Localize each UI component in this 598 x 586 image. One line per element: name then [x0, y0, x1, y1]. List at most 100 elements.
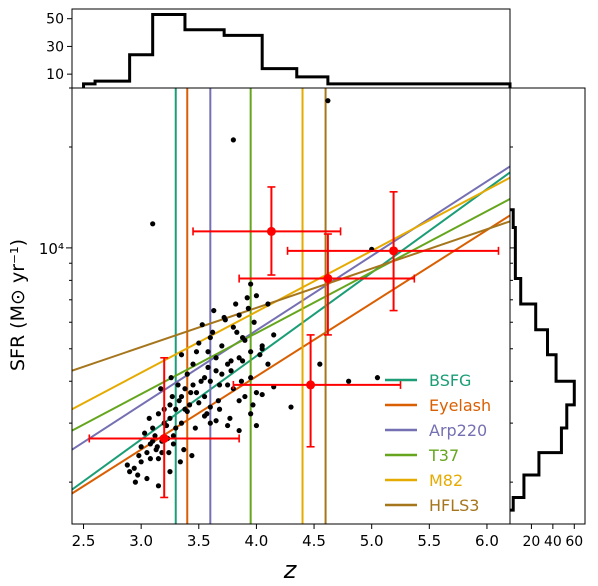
scatter-point: [248, 375, 254, 381]
scatter-point: [228, 368, 234, 374]
scatter-point: [158, 386, 164, 392]
scatter-point: [222, 317, 228, 323]
ref-track-arp220: [72, 165, 510, 451]
scatter-point: [248, 411, 254, 417]
scatter-point: [146, 415, 152, 421]
scatter-point: [166, 449, 172, 456]
scatter-point: [190, 361, 196, 367]
top-histogram: 10 30 50: [46, 8, 512, 89]
scatter-point: [132, 479, 138, 485]
scatter-point: [230, 324, 236, 330]
scatter-point: [225, 361, 231, 367]
scatter-point: [216, 406, 223, 412]
measurement-point: [389, 246, 399, 256]
scatter-point: [144, 449, 150, 456]
scatter-point: [259, 391, 265, 398]
scatter-point: [236, 427, 242, 434]
top-hist-tick-label: 30: [46, 39, 64, 55]
scatter-point: [239, 358, 246, 364]
scatter-point: [152, 433, 158, 439]
scatter-point: [201, 375, 208, 381]
scatter-point: [150, 438, 156, 444]
scatter-point: [205, 349, 211, 355]
scatter-point: [196, 400, 202, 406]
scatter-point: [178, 420, 185, 426]
scatter-point: [198, 378, 204, 384]
scatter-point: [253, 293, 260, 299]
measurement-point: [306, 380, 316, 390]
scatter-point: [257, 352, 263, 358]
scatter-point: [169, 393, 175, 400]
ref-track-bsfg: [72, 171, 510, 491]
y-axis-label: SFR (M⊙ yr⁻¹): [7, 239, 29, 371]
scatter-point: [196, 340, 202, 346]
right-hist-tick-label: 60: [565, 534, 583, 550]
scatter-point: [173, 425, 179, 431]
legend-label-eyelash: Eyelash: [429, 396, 491, 415]
right-hist-tick-label: 40: [544, 534, 562, 550]
scatter-point: [167, 415, 173, 421]
scatter-point: [211, 307, 217, 314]
legend-label-arp220: Arp220: [429, 421, 487, 440]
scatter-point: [178, 393, 185, 400]
scatter-point: [131, 465, 137, 471]
scatter-point: [259, 343, 265, 349]
scatter-point: [250, 402, 256, 408]
scatter-point: [239, 334, 246, 341]
scatter-point: [216, 382, 223, 388]
scatter-point: [207, 404, 213, 410]
measurement-point: [266, 226, 276, 236]
scatter-point: [168, 375, 174, 381]
x-tick-label: 3.5: [187, 532, 211, 550]
top-hist-tick-label: 50: [46, 12, 64, 28]
scatter-point: [288, 404, 294, 410]
x-tick-label: 5.0: [360, 532, 384, 550]
scatter-point: [173, 406, 179, 412]
top-hist-steps: [82, 13, 512, 88]
x-tick-label: 3.0: [129, 532, 153, 550]
scatter-point: [225, 382, 231, 388]
scatter-point: [325, 98, 331, 104]
reference-lines: [72, 88, 510, 524]
scatter-point: [219, 343, 225, 349]
scatter-point: [193, 389, 200, 396]
scatter-point: [138, 459, 144, 465]
scatter-point: [207, 334, 213, 341]
x-tick-label: 4.0: [244, 532, 268, 550]
x-tick-label: 4.5: [302, 532, 326, 550]
scatter-point: [144, 475, 150, 482]
x-tick-label: 6.0: [475, 532, 499, 550]
measurement-error-bars: [88, 186, 500, 499]
scatter-point: [205, 364, 211, 370]
right-hist-tick-label: 20: [523, 534, 541, 550]
y-tick-label: 10⁴: [39, 240, 64, 258]
axes: 2.5 3.0 3.5 4.0 4.5 5.0 5.5 6.0 10⁴: [39, 87, 516, 550]
legend: BSFG Eyelash Arp220 T37 M82 HFLS3: [385, 371, 491, 515]
scatter-point: [244, 295, 250, 301]
scatter-point: [178, 352, 185, 358]
measurement: [192, 186, 342, 276]
legend-label-t37: T37: [428, 446, 459, 465]
scatter-point: [150, 221, 156, 227]
scatter-point: [219, 371, 225, 377]
scatter-point: [138, 444, 144, 450]
measurement-point: [159, 433, 169, 443]
scatter-point: [201, 413, 208, 419]
scatter-point: [207, 378, 213, 384]
scatter-point: [175, 382, 181, 388]
scatter-point: [147, 456, 153, 462]
right-hist-frame: [509, 87, 586, 525]
scatter-point: [127, 469, 133, 475]
scatter-point: [181, 447, 187, 453]
scatter-point: [265, 361, 271, 367]
scatter-point: [188, 389, 194, 396]
scatter-point: [159, 449, 165, 456]
scatter-point: [155, 411, 162, 417]
scatter-point: [227, 415, 233, 421]
scatter-point: [230, 137, 236, 143]
scatter-point: [142, 430, 148, 436]
legend-label-m82: M82: [429, 471, 463, 490]
x-tick-label: 5.5: [417, 532, 441, 550]
scatter-point: [193, 349, 200, 355]
scatter-point: [210, 329, 216, 335]
